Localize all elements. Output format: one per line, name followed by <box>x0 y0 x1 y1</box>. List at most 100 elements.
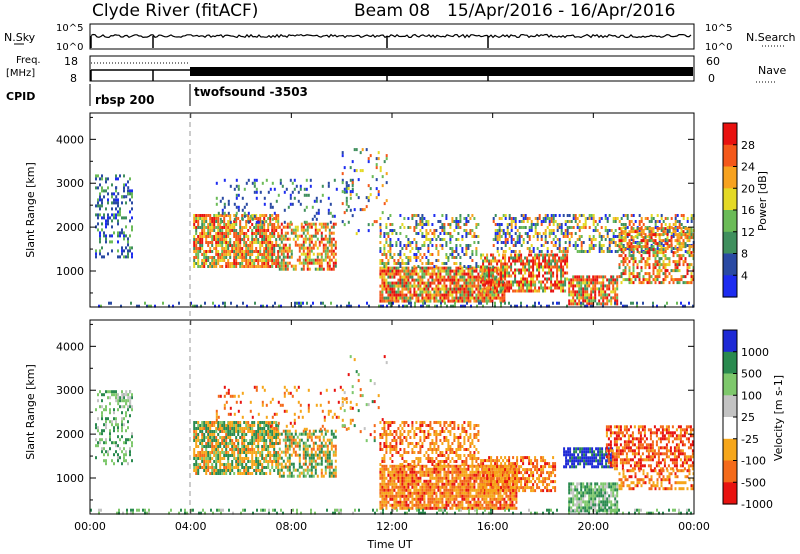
power-cell <box>574 241 577 244</box>
power-cell <box>429 238 432 241</box>
power-cell <box>662 233 665 237</box>
power-cell <box>526 241 529 244</box>
velocity-cell <box>107 450 109 454</box>
power-cell <box>606 299 609 303</box>
power-cell <box>501 278 504 282</box>
power-cell <box>648 235 651 238</box>
power-cell <box>131 228 133 232</box>
power-cell <box>304 228 307 232</box>
power-cell <box>443 262 446 265</box>
power-cell <box>686 266 689 270</box>
velocity-cell <box>121 462 123 466</box>
power-cell <box>554 214 557 217</box>
velocity-cell <box>259 430 262 433</box>
power-cell <box>680 301 682 305</box>
power-cell <box>473 235 476 238</box>
power-cell <box>636 272 639 276</box>
power-cell <box>267 235 270 238</box>
power-cell <box>630 278 633 282</box>
power-cell <box>193 265 196 268</box>
power-cell <box>421 262 424 265</box>
velocity-cell <box>275 454 278 457</box>
power-cell <box>488 280 491 284</box>
power-cell <box>670 275 673 279</box>
power-cell <box>580 281 583 285</box>
velocity-cell <box>215 448 218 451</box>
power-cell <box>560 265 563 269</box>
power-cell <box>449 275 452 279</box>
power-cell <box>487 266 490 270</box>
velocity-cell <box>105 405 107 409</box>
velocity-cell <box>201 421 204 424</box>
power-cell <box>425 290 428 294</box>
power-cell <box>278 261 281 265</box>
velocity-cell <box>225 445 228 448</box>
power-colorbar-tick-label: 20 <box>741 182 755 195</box>
power-cell <box>401 296 404 300</box>
power-cell <box>379 293 382 297</box>
power-cell <box>403 226 406 229</box>
power-cell <box>421 266 424 270</box>
power-cell <box>205 214 208 217</box>
velocity-cell <box>193 469 196 472</box>
power-cell <box>219 238 222 241</box>
power-cell <box>670 247 673 250</box>
power-cell <box>330 240 333 244</box>
power-cell <box>558 280 561 284</box>
power-cell <box>572 226 575 229</box>
velocity-cell <box>251 457 254 460</box>
power-cell <box>247 238 250 241</box>
power-cell <box>634 230 637 234</box>
power-cell <box>277 253 280 256</box>
power-cell <box>670 244 673 247</box>
power-cell <box>682 230 685 234</box>
power-cell <box>467 284 470 288</box>
velocity-cell <box>282 438 285 442</box>
power-cell <box>554 235 557 238</box>
power-cell <box>375 163 378 167</box>
power-cell <box>512 250 515 253</box>
power-cell <box>463 299 466 303</box>
power-cell <box>648 257 651 261</box>
power-cell <box>379 232 382 236</box>
power-cell <box>530 286 533 290</box>
power-cell <box>498 283 501 287</box>
power-cell <box>522 280 525 284</box>
power-cell <box>453 269 456 273</box>
velocity-cell <box>239 451 242 454</box>
velocity-cell <box>115 450 117 454</box>
velocity-cell <box>290 453 293 457</box>
power-cell <box>95 252 97 256</box>
power-cell <box>411 247 414 250</box>
power-cell <box>686 236 689 240</box>
power-cell <box>125 201 127 205</box>
power-cell <box>504 283 507 287</box>
power-cell <box>608 293 611 297</box>
power-cell <box>387 235 390 238</box>
velocity-cell <box>280 465 283 469</box>
power-cell <box>271 214 274 217</box>
power-cell <box>584 281 587 285</box>
power-cell <box>291 202 294 206</box>
power-cell <box>672 247 675 250</box>
power-cell <box>598 290 601 294</box>
velocity-cell <box>201 430 204 433</box>
velocity-cell <box>97 444 99 448</box>
power-cell <box>662 244 665 247</box>
power-cell <box>552 229 555 232</box>
power-cell <box>401 247 404 250</box>
power-cell <box>308 243 311 247</box>
power-cell <box>636 304 638 308</box>
power-cell <box>574 217 577 220</box>
velocity-cell <box>286 450 289 454</box>
power-cell <box>453 284 456 288</box>
power-cell <box>353 148 356 152</box>
power-cell <box>381 281 384 285</box>
power-cell <box>423 241 426 244</box>
velocity-cell <box>101 393 103 397</box>
power-cell <box>387 259 390 262</box>
power-cell <box>664 269 667 273</box>
power-cell <box>548 232 551 235</box>
velocity-cell <box>273 451 276 454</box>
